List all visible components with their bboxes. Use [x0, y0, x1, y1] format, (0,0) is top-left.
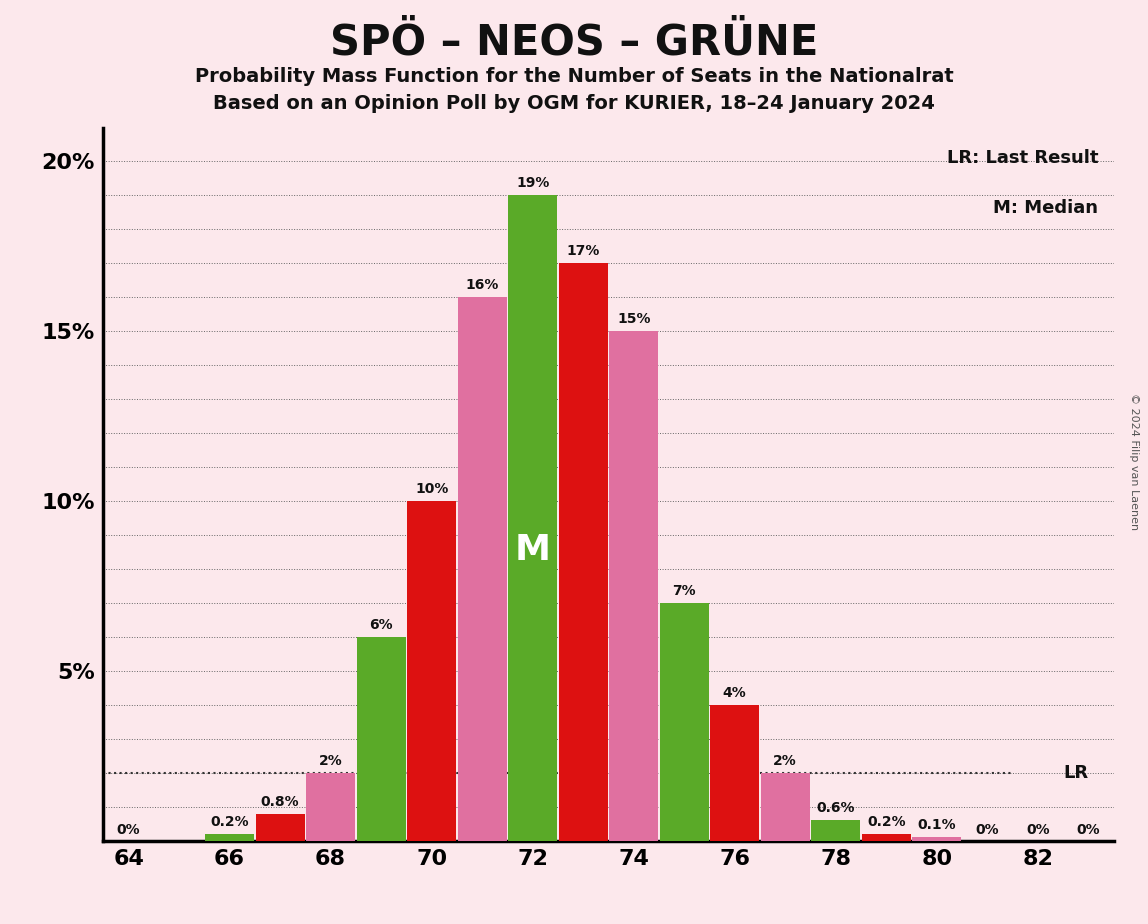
Text: 19%: 19%: [515, 176, 550, 190]
Bar: [357, 637, 405, 841]
Text: SPÖ – NEOS – GRÜNE: SPÖ – NEOS – GRÜNE: [329, 21, 819, 63]
Text: © 2024 Filip van Laenen: © 2024 Filip van Laenen: [1130, 394, 1139, 530]
Text: 0%: 0%: [1077, 822, 1100, 837]
Text: 10%: 10%: [414, 482, 449, 496]
Text: 16%: 16%: [465, 278, 499, 292]
Bar: [408, 501, 456, 841]
Bar: [559, 263, 607, 841]
Text: LR: Last Result: LR: Last Result: [947, 149, 1099, 167]
Text: 0%: 0%: [976, 822, 999, 837]
Text: M: M: [514, 533, 551, 567]
Text: 0%: 0%: [1026, 822, 1049, 837]
Bar: [761, 772, 809, 841]
Text: LR: LR: [1063, 764, 1088, 782]
Text: 17%: 17%: [566, 244, 600, 259]
Text: Probability Mass Function for the Number of Seats in the Nationalrat: Probability Mass Function for the Number…: [195, 67, 953, 86]
Text: 2%: 2%: [319, 754, 342, 768]
Text: 0.8%: 0.8%: [261, 795, 300, 808]
Text: 0.1%: 0.1%: [917, 819, 956, 833]
Bar: [711, 705, 759, 841]
Bar: [610, 332, 658, 841]
Text: 0%: 0%: [117, 822, 140, 837]
Text: Based on an Opinion Poll by OGM for KURIER, 18–24 January 2024: Based on an Opinion Poll by OGM for KURI…: [214, 94, 934, 114]
Bar: [458, 298, 506, 841]
Text: 4%: 4%: [723, 686, 746, 699]
Bar: [256, 814, 304, 841]
Text: 2%: 2%: [774, 754, 797, 768]
Bar: [509, 196, 557, 841]
Text: 0.2%: 0.2%: [210, 815, 249, 829]
Text: 7%: 7%: [673, 584, 696, 598]
Text: 6%: 6%: [370, 618, 393, 632]
Bar: [862, 834, 910, 841]
Bar: [913, 837, 961, 841]
Bar: [307, 772, 355, 841]
Bar: [812, 821, 860, 841]
Text: 0.6%: 0.6%: [816, 801, 855, 815]
Text: 15%: 15%: [616, 312, 651, 326]
Text: M: Median: M: Median: [993, 199, 1099, 217]
Bar: [205, 834, 254, 841]
Bar: [660, 603, 708, 841]
Text: 0.2%: 0.2%: [867, 815, 906, 829]
